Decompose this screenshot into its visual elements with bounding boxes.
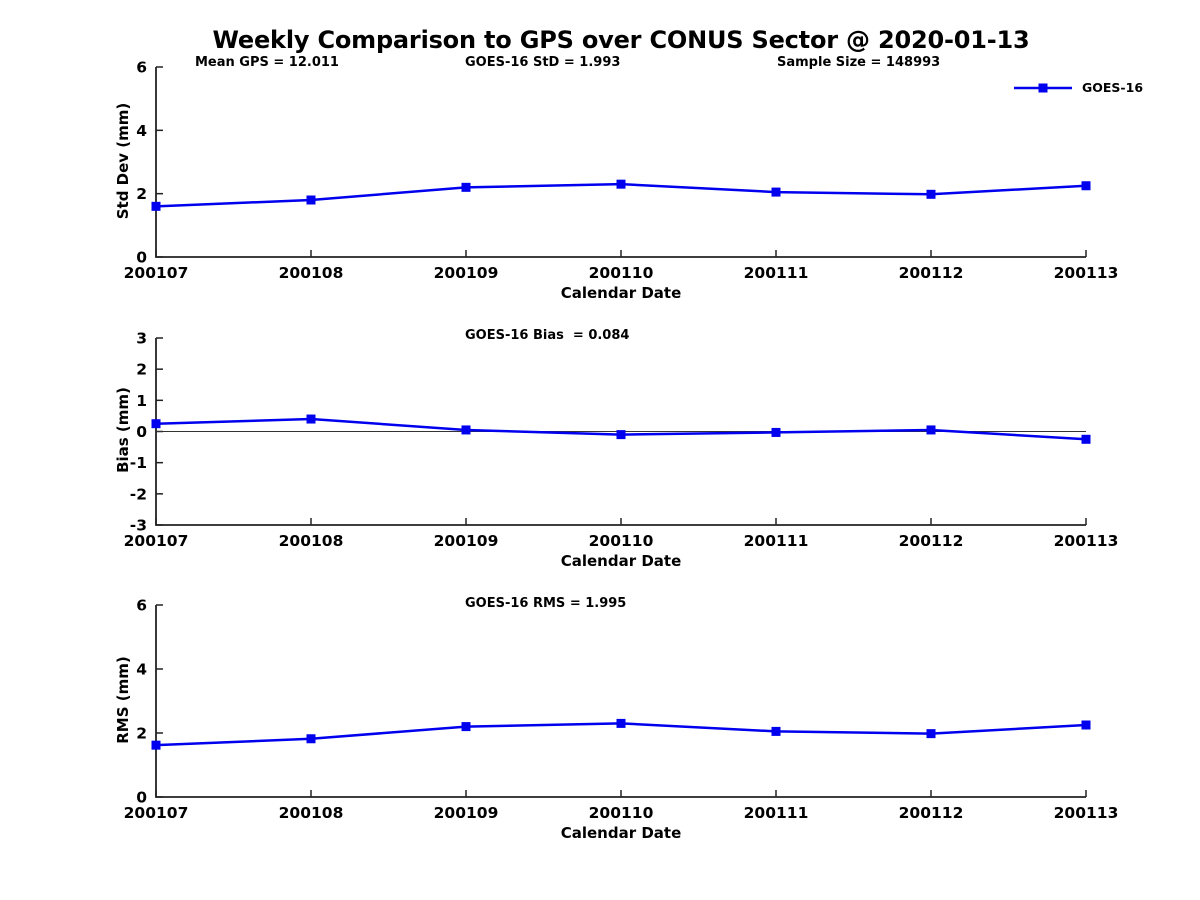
x-tick-label: 200113 xyxy=(1054,532,1119,550)
annotation-sample-size: Sample Size = 148993 xyxy=(777,55,941,70)
series-marker xyxy=(1081,720,1091,730)
x-tick-label: 200110 xyxy=(589,264,654,282)
series-marker xyxy=(461,182,471,192)
x-tick-label: 200108 xyxy=(279,264,344,282)
x-tick-label: 200109 xyxy=(434,264,499,282)
axis-spines xyxy=(155,605,1086,798)
x-axis-label-rms: Calendar Date xyxy=(560,824,682,842)
legend-line-marker-icon xyxy=(1014,83,1072,92)
y-tick-label: 0 xyxy=(136,423,147,441)
x-tick-label: 200110 xyxy=(589,532,654,550)
x-tick-label: 200109 xyxy=(434,804,499,822)
x-axis-label-bias: Calendar Date xyxy=(560,552,682,570)
x-tick-label: 200108 xyxy=(279,532,344,550)
series-marker xyxy=(771,427,781,437)
annotation-mean-gps: Mean GPS = 12.011 xyxy=(195,55,339,70)
series-marker xyxy=(461,425,471,435)
y-tick-label: -3 xyxy=(130,517,147,535)
y-axis-label-bias: Bias (mm) xyxy=(114,387,132,473)
legend: GOES-16 xyxy=(1012,80,1143,95)
series-marker xyxy=(616,718,626,728)
x-tick-label: 200113 xyxy=(1054,264,1119,282)
series-marker xyxy=(306,414,316,424)
y-tick-label: -2 xyxy=(130,485,147,503)
y-tick-label: 3 xyxy=(136,330,147,348)
x-tick-label: 200107 xyxy=(124,532,189,550)
x-tick-label: 200111 xyxy=(744,264,809,282)
series-marker xyxy=(461,722,471,732)
series-marker xyxy=(926,425,936,435)
series-marker xyxy=(151,201,161,211)
annotation-rms: GOES-16 RMS = 1.995 xyxy=(465,596,627,611)
series-marker xyxy=(771,187,781,197)
x-tick-label: 200112 xyxy=(899,804,964,822)
series-marker xyxy=(151,419,161,429)
series-marker xyxy=(151,740,161,750)
y-axis-label-std-dev: Std Dev (mm) xyxy=(114,102,132,220)
annotation-bias: GOES-16 Bias = 0.084 xyxy=(465,328,630,343)
x-tick-label: 200110 xyxy=(589,804,654,822)
y-tick-label: 6 xyxy=(136,597,147,615)
series-marker xyxy=(306,195,316,205)
series-marker xyxy=(1081,434,1091,444)
x-tick-label: 200111 xyxy=(744,532,809,550)
y-axis-label-rms: RMS (mm) xyxy=(114,656,132,744)
y-tick-label: 0 xyxy=(136,249,147,267)
y-tick-label: 0 xyxy=(136,789,147,807)
x-tick-label: 200111 xyxy=(744,804,809,822)
series-marker xyxy=(926,729,936,739)
x-axis-label-std-dev: Calendar Date xyxy=(560,284,682,302)
legend-label: GOES-16 xyxy=(1082,80,1144,95)
y-tick-label: 2 xyxy=(136,361,147,379)
axis-spines xyxy=(155,67,1086,258)
series-marker xyxy=(616,179,626,189)
x-tick-label: 200107 xyxy=(124,264,189,282)
x-tick-label: 200109 xyxy=(434,532,499,550)
y-tick-label: 6 xyxy=(136,59,147,77)
series-marker xyxy=(1081,181,1091,191)
series-marker xyxy=(616,430,626,440)
y-tick-label: 2 xyxy=(136,725,147,743)
annotation-std: GOES-16 StD = 1.993 xyxy=(465,55,621,70)
figure-title: Weekly Comparison to GPS over CONUS Sect… xyxy=(212,26,1030,54)
series-marker xyxy=(771,726,781,736)
x-tick-label: 200112 xyxy=(899,264,964,282)
x-tick-label: 200108 xyxy=(279,804,344,822)
series-marker xyxy=(926,189,936,199)
series-marker xyxy=(306,734,316,744)
y-tick-label: 2 xyxy=(136,185,147,203)
y-tick-label: 4 xyxy=(136,122,147,140)
y-tick-label: 4 xyxy=(136,661,147,679)
y-tick-label: -1 xyxy=(130,454,147,472)
x-tick-label: 200113 xyxy=(1054,804,1119,822)
x-tick-label: 200107 xyxy=(124,804,189,822)
x-tick-label: 200112 xyxy=(899,532,964,550)
y-tick-label: 1 xyxy=(136,392,147,410)
